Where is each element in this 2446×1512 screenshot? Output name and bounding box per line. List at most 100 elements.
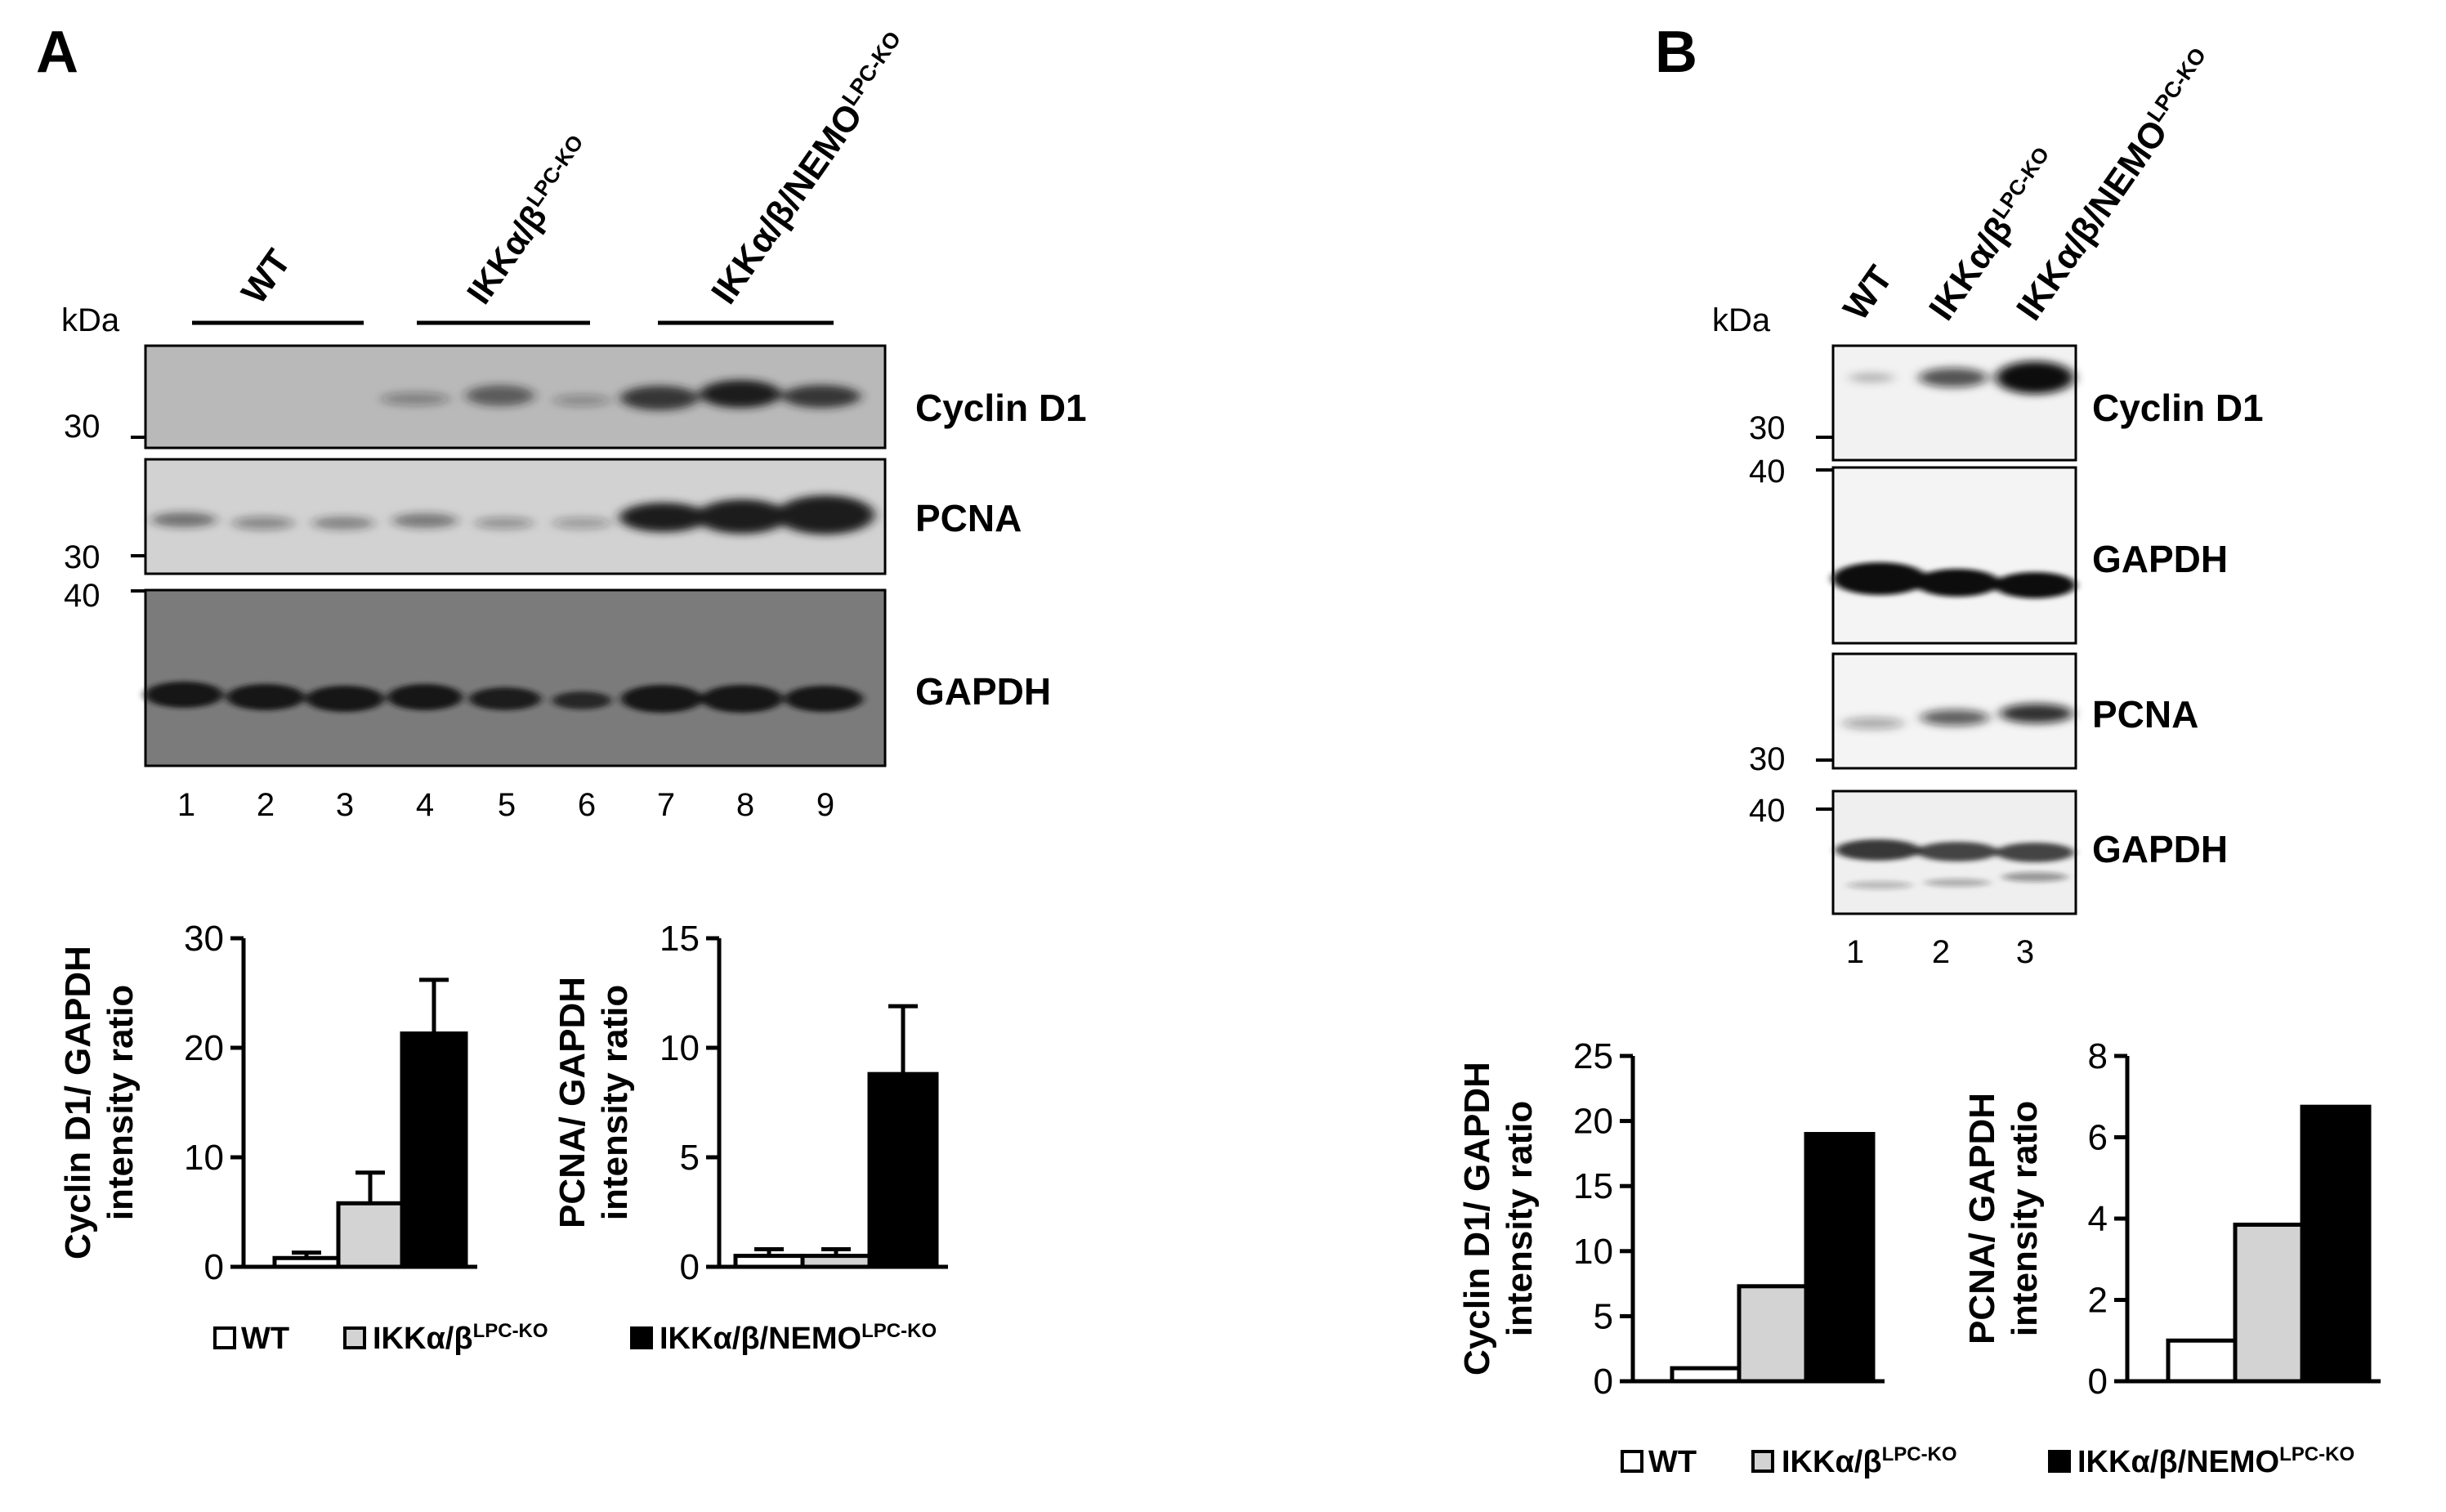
- blot-b-gapdh-1-label: GAPDH: [2092, 538, 2228, 580]
- legend-b-label-ikk-nemo: IKKα/β/NEMOLPC-KO: [2077, 1443, 2354, 1479]
- legend-a-swatch-ikk-nemo: [630, 1326, 653, 1349]
- bar-chart-1: 0 10 20 30 Cyclin D1/ GAPDH intensity ratio: [58, 919, 477, 1287]
- panel-b-letter: B: [1655, 20, 1697, 85]
- lane-b-3: 3: [2016, 934, 2034, 970]
- legend-a-label-ikk-nemo: IKKα/β/NEMOLPC-KO: [660, 1320, 937, 1356]
- marker-a-30-1: 30: [64, 409, 101, 445]
- bar-2: [1737, 1284, 1809, 1384]
- bar-chart-2: 0 5 10 15 PCNA/ GAPDH intensity ratio: [552, 919, 948, 1287]
- bar-1: [1670, 1366, 1742, 1384]
- bar-2: [336, 1201, 405, 1269]
- blot-b-gapdh-2: [1831, 790, 2077, 915]
- group-label-b-ikk-nemo: IKKα/β/NEMOLPC-KO: [2008, 43, 2224, 328]
- marker-b-40-2: 40: [1749, 793, 1786, 829]
- legend-b-swatch-ikk-nemo: [2048, 1450, 2071, 1473]
- marker-b-30-1: 30: [1749, 410, 1786, 446]
- y-tick-label: 8: [2088, 1036, 2108, 1076]
- bar-3: [400, 1031, 468, 1269]
- legend-b-label-wt: WT: [1648, 1445, 1697, 1479]
- y-tick-label: 0: [2088, 1362, 2108, 1402]
- lane-a-2: 2: [257, 787, 275, 823]
- panel-a-group-labels: WT IKKα/βLPC-KO IKKα/β/NEMOLPC-KO: [234, 27, 919, 311]
- bar-3: [867, 1071, 939, 1269]
- y-axis-label-line1: PCNA/ GAPDH: [1962, 1093, 2002, 1344]
- y-tick-label: 10: [1573, 1232, 1613, 1272]
- panel-a-letter: A: [36, 20, 78, 85]
- bar-2: [800, 1254, 872, 1269]
- legend-a-swatch-wt: [213, 1326, 236, 1349]
- y-tick-label: 4: [2088, 1199, 2108, 1239]
- legend-a-label-ikk: IKKα/βLPC-KO: [373, 1320, 548, 1356]
- y-tick-label: 0: [680, 1247, 700, 1287]
- lane-a-6: 6: [578, 787, 596, 823]
- marker-a-30-2: 30: [64, 539, 101, 575]
- blot-b-gapdh-1: [1831, 466, 2077, 645]
- group-label-wt: WT: [234, 242, 298, 311]
- y-tick-label: 20: [1573, 1102, 1613, 1142]
- blot-a-gapdh-label: GAPDH: [915, 670, 1051, 713]
- y-tick-label: 10: [660, 1028, 700, 1068]
- bar-chart-3: 0 5 10 15 20 25 Cyclin D1/ GAPDH intensity rati…: [1457, 1036, 1885, 1402]
- bar-3: [1804, 1132, 1876, 1384]
- legend-b: WT IKKα/βLPC-KO IKKα/β/NEMOLPC-KO: [1621, 1443, 2354, 1479]
- blot-a-gapdh: [144, 588, 887, 767]
- legend-b-swatch-wt: [1621, 1450, 1643, 1473]
- y-tick-label: 20: [184, 1028, 224, 1068]
- panel-a: A WT IKKα/βLPC-KO IKKα/β/NEMOLPC-KO kDa: [36, 20, 1087, 823]
- blot-b-pcna-label: PCNA: [2092, 693, 2198, 736]
- group-label-ikk-nemo: IKKα/β/NEMOLPC-KO: [703, 27, 919, 311]
- legend-a-label-wt: WT: [241, 1322, 289, 1356]
- blot-b-cyclin-d1-label: Cyclin D1: [2092, 387, 2264, 429]
- y-tick-label: 0: [204, 1247, 224, 1287]
- legend-a-swatch-ikk: [343, 1326, 366, 1349]
- panel-b-kda-label: kDa: [1712, 302, 1771, 338]
- y-tick-label: 2: [2088, 1281, 2108, 1321]
- blot-b-cyclin-d1: [1831, 344, 2077, 462]
- blot-a-cyclin-d1: [144, 344, 887, 450]
- legend-b-swatch-ikk: [1751, 1450, 1774, 1473]
- y-tick-label: 5: [680, 1138, 700, 1178]
- group-label-ikk: IKKα/βLPC-KO: [458, 130, 601, 311]
- panel-b-group-labels: WT IKKα/βLPC-KO IKKα/β/NEMOLPC-KO: [1836, 43, 2224, 328]
- bar-2: [2233, 1222, 2305, 1384]
- lane-b-1: 1: [1846, 934, 1864, 970]
- lane-a-3: 3: [336, 787, 354, 823]
- panel-a-kda-label: kDa: [61, 302, 120, 338]
- lane-a-5: 5: [498, 787, 516, 823]
- y-tick-label: 25: [1573, 1036, 1613, 1076]
- lane-a-4: 4: [416, 787, 434, 823]
- blot-a-pcna-label: PCNA: [915, 497, 1022, 539]
- blot-b-gapdh-2-label: GAPDH: [2092, 828, 2228, 870]
- bar-chart-4: 0 2 4 6 8 PCNA/ GAPDH intensity ratio: [1962, 1036, 2381, 1402]
- bar-1: [733, 1254, 805, 1269]
- blot-a-cyclin-d1-label: Cyclin D1: [915, 387, 1087, 429]
- bar-1: [2166, 1338, 2238, 1384]
- y-tick-label: 0: [1594, 1362, 1613, 1402]
- y-axis-label-line2: intensity ratio: [1500, 1101, 1540, 1337]
- y-axis-label-line1: PCNA/ GAPDH: [552, 977, 592, 1228]
- marker-a-40: 40: [64, 578, 101, 614]
- panel-b: B WT IKKα/βLPC-KO IKKα/β/NEMOLPC-KO kDa …: [1655, 20, 2264, 970]
- lane-a-1: 1: [177, 787, 195, 823]
- group-label-b-wt: WT: [1836, 258, 1900, 327]
- lane-a-8: 8: [736, 787, 754, 823]
- legend-b-label-ikk: IKKα/βLPC-KO: [1782, 1443, 1957, 1479]
- marker-b-30-2: 30: [1749, 741, 1786, 777]
- panel-a-lane-numbers: 1 2 3 4 5 6 7 8 9: [177, 787, 834, 823]
- y-tick-label: 10: [184, 1138, 224, 1178]
- blot-b-pcna: [1831, 652, 2077, 770]
- y-axis-label-line2: intensity ratio: [101, 985, 141, 1221]
- marker-b-40-1: 40: [1749, 454, 1786, 490]
- lane-b-2: 2: [1932, 934, 1950, 970]
- y-tick-label: 15: [1573, 1166, 1613, 1206]
- lane-a-7: 7: [657, 787, 675, 823]
- panel-b-lane-numbers: 1 2 3: [1846, 934, 2034, 970]
- y-axis-label-line2: intensity ratio: [595, 985, 635, 1221]
- y-axis-label-line1: Cyclin D1/ GAPDH: [1457, 1062, 1497, 1376]
- y-axis-label-line1: Cyclin D1/ GAPDH: [58, 946, 98, 1259]
- y-axis-label-line2: intensity ratio: [2005, 1101, 2045, 1337]
- y-tick-label: 6: [2088, 1118, 2108, 1158]
- y-tick-label: 15: [660, 919, 700, 959]
